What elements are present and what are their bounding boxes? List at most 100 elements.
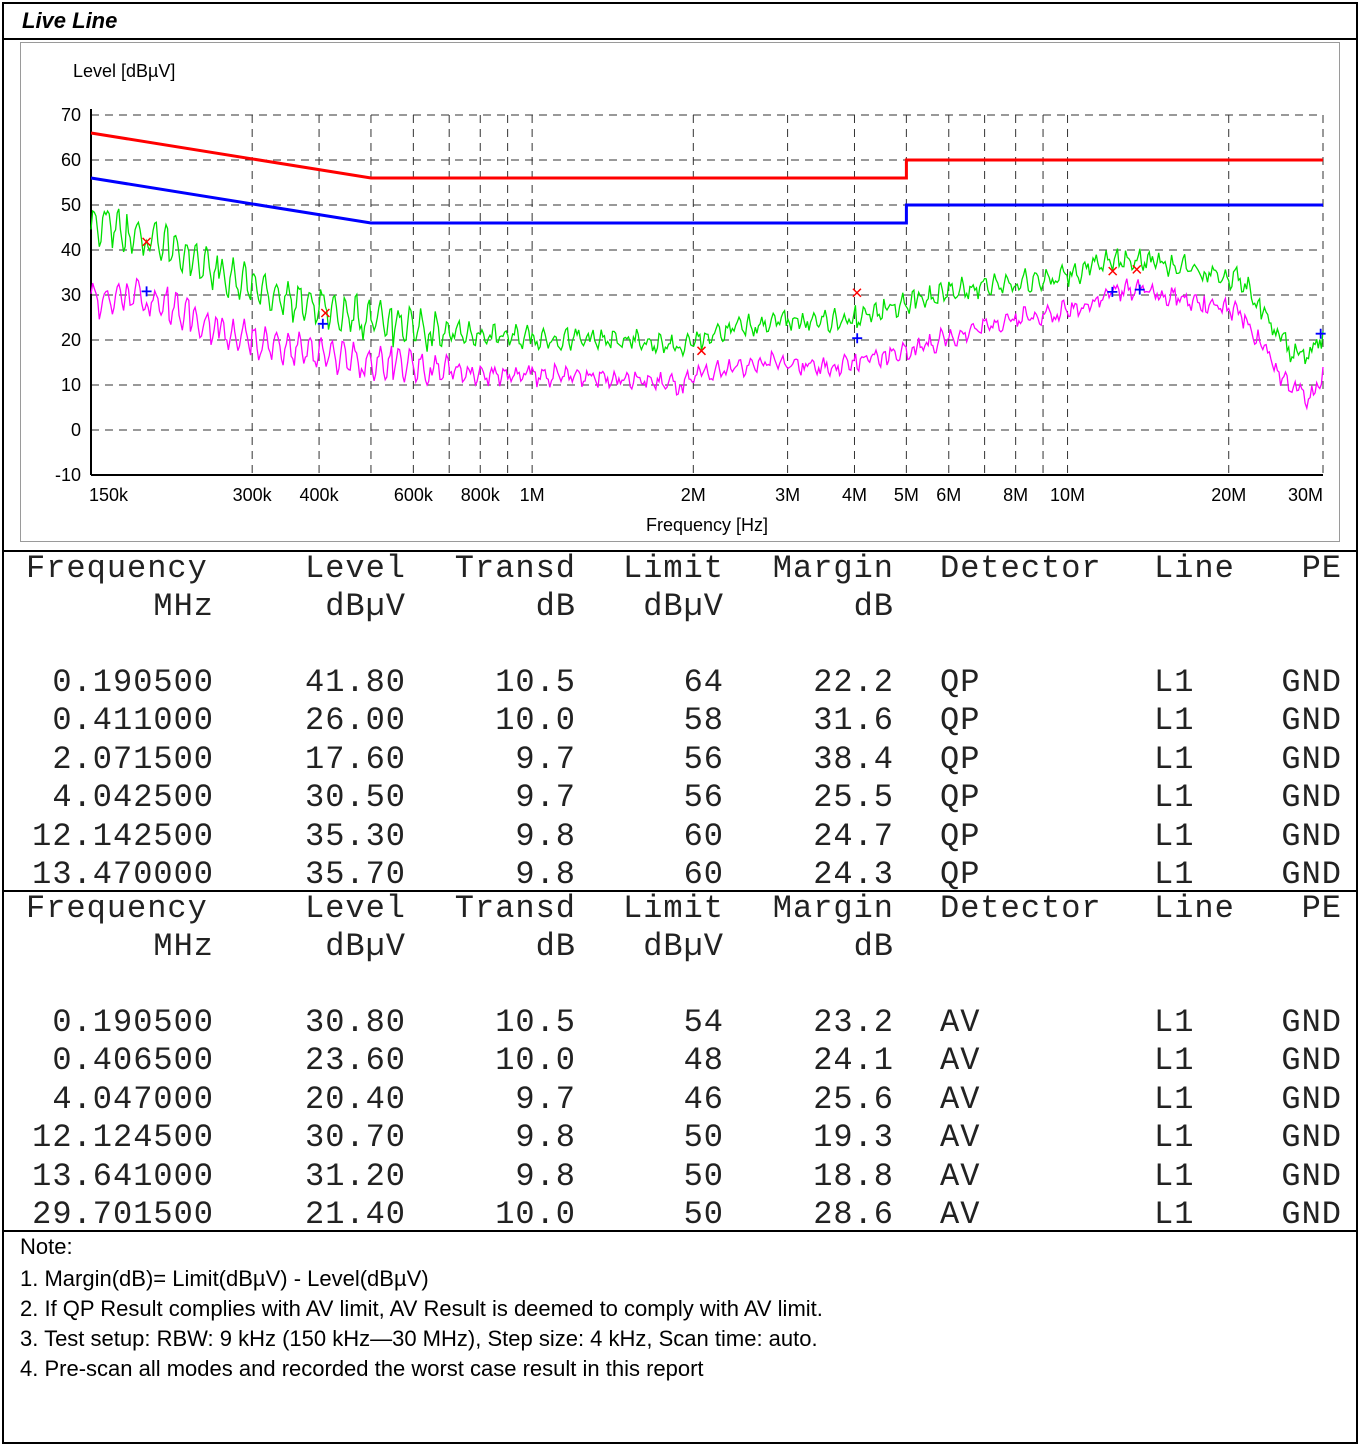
- table-cell: GND: [1281, 1119, 1342, 1157]
- table-cell: GND: [1281, 664, 1342, 701]
- table-cell: L1: [1154, 702, 1195, 740]
- table-cell: 2.071500: [52, 740, 214, 778]
- table-cell: L1: [1154, 1119, 1195, 1157]
- qp-marker: [852, 288, 862, 298]
- table-cell: 48: [683, 1042, 724, 1080]
- av-marker: [1315, 328, 1326, 339]
- table-cell: L1: [1154, 779, 1195, 817]
- series-av-limit: [90, 176, 1323, 225]
- qp-marker: [1132, 264, 1142, 274]
- x-tick-label: 20M: [1211, 485, 1246, 505]
- av-marker: [317, 318, 328, 329]
- av-marker: [141, 286, 152, 297]
- table-cell: 50: [683, 1119, 724, 1157]
- x-tick-label: 150k: [89, 485, 129, 505]
- table-cell: QP: [940, 664, 981, 701]
- table-cell: 17.60: [304, 740, 406, 778]
- av-marker: [1107, 286, 1118, 297]
- table-cell: 60: [683, 856, 724, 893]
- table-cell: 56: [683, 740, 724, 778]
- x-tick-label: 5M: [894, 485, 919, 505]
- table-cell: 10.5: [495, 1004, 576, 1041]
- header-cell: Detector: [940, 550, 1102, 587]
- table-cell: L1: [1154, 740, 1195, 778]
- table-cell: 30.50: [304, 779, 406, 817]
- table-cell: 19.3: [813, 1119, 894, 1157]
- table-cell: L1: [1154, 1196, 1195, 1233]
- table-cell: 10.0: [495, 1042, 576, 1080]
- table-cell: 22.2: [813, 664, 894, 701]
- table-cell: AV: [940, 1119, 981, 1157]
- table-cell: 21.40: [304, 1196, 406, 1233]
- note-line: 3. Test setup: RBW: 9 kHz (150 kHz—30 MH…: [20, 1326, 818, 1351]
- series-average-trace: [90, 277, 1324, 411]
- table-cell: 35.30: [304, 817, 406, 855]
- table-cell: 29.701500: [32, 1196, 214, 1233]
- table-cell: 0.411000: [52, 702, 214, 740]
- unit-cell: dB: [853, 588, 894, 625]
- table-cell: 38.4: [813, 740, 894, 778]
- table-cell: 0.406500: [52, 1042, 214, 1080]
- note-line: 4. Pre-scan all modes and recorded the w…: [20, 1356, 704, 1381]
- table-cell: QP: [940, 856, 981, 893]
- y-tick-label: 50: [61, 195, 81, 215]
- unit-cell: dBµV: [643, 588, 724, 625]
- note-line: 2. If QP Result complies with AV limit, …: [20, 1296, 823, 1321]
- table-cell: 64: [683, 664, 724, 701]
- series-peak-trace: [90, 208, 1324, 365]
- table-cell: 35.70: [304, 856, 406, 893]
- table-cell: 54: [683, 1004, 724, 1041]
- table-cell: 56: [683, 779, 724, 817]
- table-cell: 46: [683, 1080, 724, 1118]
- table-cell: 24.7: [813, 817, 894, 855]
- y-tick-label: 60: [61, 150, 81, 170]
- table-cell: 31.6: [813, 702, 894, 740]
- table-cell: 9.7: [515, 779, 576, 817]
- x-tick-label: 4M: [842, 485, 867, 505]
- x-tick-label: 600k: [394, 485, 434, 505]
- table-cell: 9.7: [515, 1080, 576, 1118]
- table-cell: 9.7: [515, 740, 576, 778]
- table-cell: 25.6: [813, 1080, 894, 1118]
- table-cell: L1: [1154, 664, 1195, 701]
- qp-marker: [142, 237, 152, 247]
- qp-results-table: Frequency Level Transd Limit Margin Detector L…: [4, 550, 1356, 893]
- x-tick-label: 400k: [300, 485, 340, 505]
- table-cell: 9.8: [515, 1157, 576, 1195]
- y-tick-label: 0: [71, 420, 81, 440]
- header-cell: Level: [304, 890, 406, 927]
- table-cell: 41.80: [304, 664, 406, 701]
- page-title: Live Line: [22, 8, 118, 33]
- table-cell: 58: [683, 702, 724, 740]
- table-cell: L1: [1154, 1042, 1195, 1080]
- table-cell: 50: [683, 1157, 724, 1195]
- x-axis-label: Frequency [Hz]: [646, 515, 768, 535]
- unit-cell: dB: [535, 928, 576, 965]
- y-tick-label: 20: [61, 330, 81, 350]
- y-tick-label: -10: [55, 465, 81, 485]
- table-cell: L1: [1154, 1080, 1195, 1118]
- x-tick-label: 3M: [775, 485, 800, 505]
- x-tick-label: 10M: [1050, 485, 1085, 505]
- table-cell: 30.80: [304, 1004, 406, 1041]
- table-cell: QP: [940, 702, 981, 740]
- header-cell: Transd: [454, 550, 576, 587]
- table-cell: 30.70: [304, 1119, 406, 1157]
- table-cell: 0.190500: [52, 664, 214, 701]
- table-cell: 13.641000: [32, 1157, 214, 1195]
- qp-marker: [1108, 266, 1118, 276]
- x-tick-label: 30M: [1288, 485, 1323, 505]
- header-cell: Transd: [454, 890, 576, 927]
- header-cell: Limit: [622, 550, 724, 587]
- table-cell: 23.2: [813, 1004, 894, 1041]
- notes-heading: Note:: [20, 1234, 73, 1259]
- table-cell: AV: [940, 1042, 981, 1080]
- header-cell: Detector: [940, 890, 1102, 927]
- table-cell: AV: [940, 1157, 981, 1195]
- table-cell: 31.20: [304, 1157, 406, 1195]
- table-cell: L1: [1154, 856, 1195, 893]
- table-cell: GND: [1281, 740, 1342, 778]
- table-cell: 20.40: [304, 1080, 406, 1118]
- table-cell: 10.0: [495, 1196, 576, 1233]
